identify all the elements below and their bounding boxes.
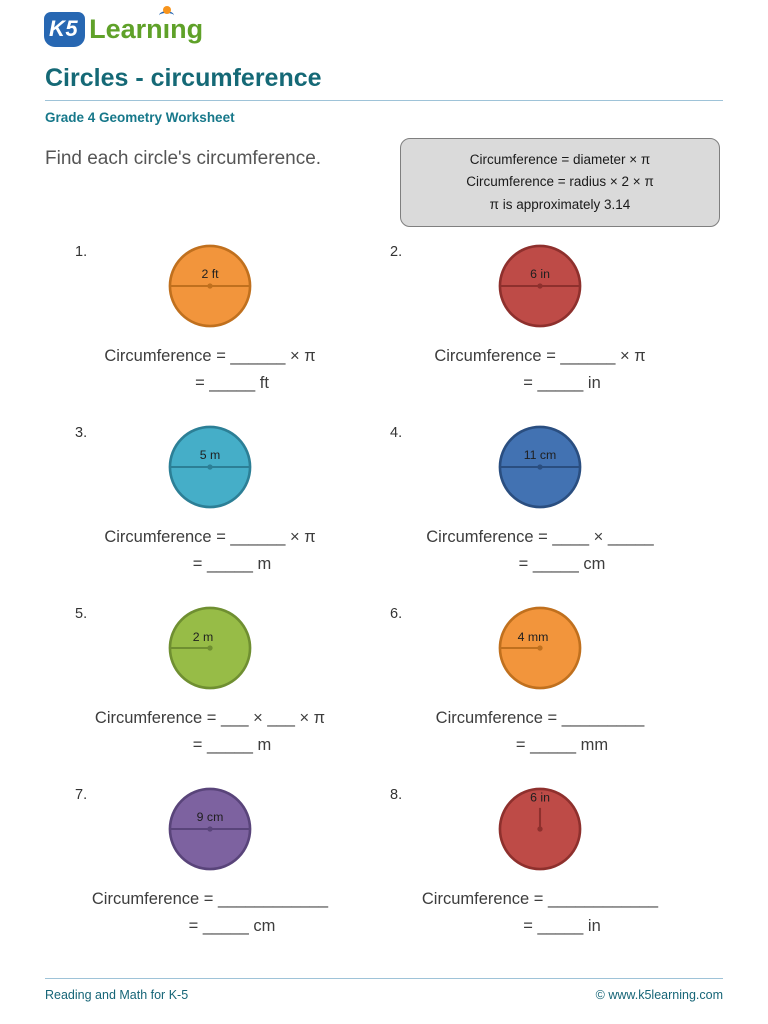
equation-line-1: Circumference = _________ (435, 709, 645, 727)
logo-jumping-figure-icon: ı (158, 6, 174, 45)
page-title: Circles - circumference (45, 64, 322, 92)
measure-label: 5 m (200, 448, 221, 462)
problem-6: 6. 4 mm Circumference = _________ = ____… (375, 602, 705, 783)
measure-label: 2 ft (201, 267, 219, 281)
problem-number: 4. (390, 425, 403, 441)
circle-figure: 11 cm (498, 425, 582, 509)
worksheet-subtitle: Grade 4 Geometry Worksheet (45, 110, 235, 125)
equation-line-1: Circumference = ____________ (421, 890, 659, 908)
equation-line-1: Circumference = ___ × ___ × π (94, 709, 326, 727)
problem-number: 7. (75, 787, 88, 803)
measure-label: 9 cm (197, 810, 224, 824)
problem-number: 1. (75, 244, 88, 260)
circle-figure: 6 in (498, 787, 582, 871)
measure-label: 6 in (530, 267, 550, 281)
circle-figure: 6 in (498, 244, 582, 328)
equation-line-2: = _____ m (192, 555, 272, 573)
equation-line-1: Circumference = ____ × _____ (426, 528, 654, 546)
circle-figure: 4 mm (498, 606, 582, 690)
k5-logo-badge: K5 (44, 12, 86, 47)
formula-line-2: Circumference = radius × 2 × π (466, 174, 654, 190)
equation-line-1: Circumference = ______ × π (104, 528, 316, 546)
problem-number: 6. (390, 606, 403, 622)
measure-label: 6 in (530, 791, 550, 805)
footer-left-text: Reading and Math for K-5 (45, 988, 189, 1002)
page-footer: Reading and Math for K-5 © www.k5learnin… (45, 978, 723, 1002)
equation-line-1: Circumference = ____________ (91, 890, 329, 908)
problems-grid: 1. 2 ft Circumference = ______ × π = ___… (45, 240, 705, 964)
measure-label: 2 m (193, 630, 214, 644)
problem-number: 8. (390, 787, 403, 803)
equation-line-2: = _____ cm (188, 917, 276, 935)
k5-learning-logo: K5 Learn ı ng (44, 6, 204, 47)
circle-figure: 2 ft (168, 244, 252, 328)
equation-line-2: = _____ mm (515, 736, 609, 754)
header-divider (45, 100, 723, 101)
equation-line-1: Circumference = ______ × π (104, 347, 316, 365)
equation-line-2: = _____ ft (195, 374, 269, 392)
equation-line-2: = _____ cm (518, 555, 606, 573)
circle-figure: 2 m (168, 606, 252, 690)
logo-text-part3: ng (170, 14, 204, 44)
formula-line-3: π is approximately 3.14 (489, 196, 631, 212)
problem-number: 2. (390, 244, 403, 260)
problem-3: 3. 5 m Circumference = ______ × π = ____… (45, 421, 375, 602)
problem-5: 5. 2 m Circumference = ___ × ___ × π = _… (45, 602, 375, 783)
problem-2: 2. 6 in Circumference = ______ × π = ___… (375, 240, 705, 421)
problem-1: 1. 2 ft Circumference = ______ × π = ___… (45, 240, 375, 421)
problem-number: 5. (75, 606, 88, 622)
problem-4: 4. 11 cm Circumference = ____ × _____ = … (375, 421, 705, 602)
formula-line-1: Circumference = diameter × π (469, 152, 651, 167)
equation-line-1: Circumference = ______ × π (434, 347, 646, 365)
problem-7: 7. 9 cm Circumference = ____________ = _… (45, 783, 375, 964)
logo-wordmark: Learn ı ng (89, 6, 204, 45)
instruction-text: Find each circle's circumference. (45, 148, 322, 169)
equation-line-2: = _____ m (192, 736, 272, 754)
measure-label: 11 cm (524, 448, 557, 462)
problem-number: 3. (75, 425, 88, 441)
problem-8: 8. 6 in Circumference = ____________ = _… (375, 783, 705, 964)
formula-box: Circumference = diameter × π Circumferen… (400, 138, 720, 227)
equation-line-2: = _____ in (523, 374, 601, 392)
equation-line-2: = _____ in (523, 917, 601, 935)
figure-head-icon (162, 6, 171, 14)
circle-figure: 9 cm (168, 787, 252, 871)
logo-text-part1: Learn (89, 14, 163, 44)
footer-website-link[interactable]: © www.k5learning.com (595, 988, 723, 1002)
circle-figure: 5 m (168, 425, 252, 509)
measure-label: 4 mm (518, 630, 549, 644)
